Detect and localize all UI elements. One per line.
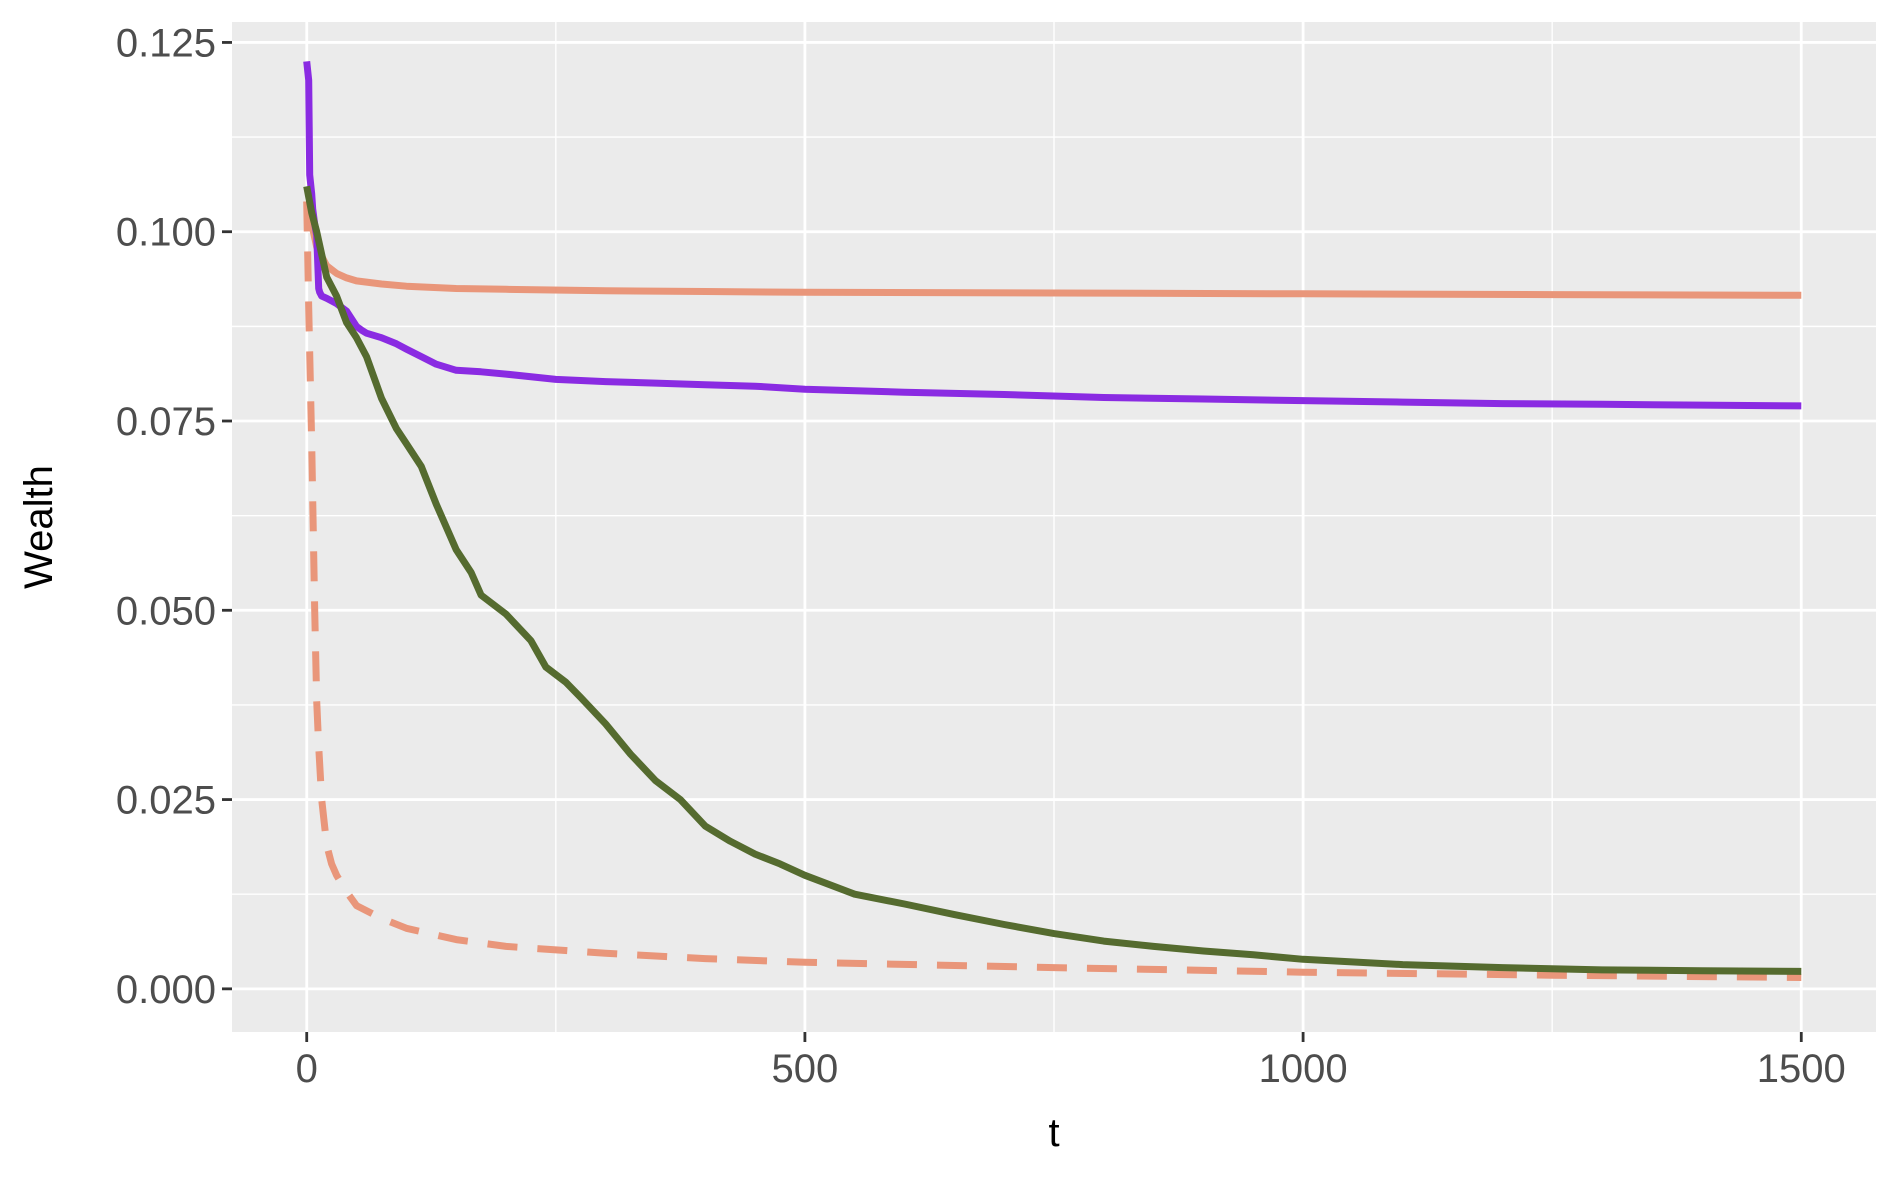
series-layer bbox=[303, 61, 1802, 981]
series-line-3 bbox=[303, 61, 1802, 410]
y-tick-label: 0.075 bbox=[116, 400, 216, 444]
x-tick-label: 1000 bbox=[1259, 1047, 1348, 1091]
y-axis-title: Wealth bbox=[17, 465, 61, 589]
y-tick-label: 0.025 bbox=[116, 779, 216, 823]
x-tick-label: 1500 bbox=[1757, 1047, 1846, 1091]
series-line-4 bbox=[303, 185, 1802, 975]
y-tick-label: 0.050 bbox=[116, 589, 216, 633]
minor-gridlines bbox=[232, 22, 1876, 1032]
x-axis: 0 500 1000 1500 bbox=[296, 1032, 1846, 1091]
y-axis: 0.000 0.025 0.050 0.075 0.100 0.125 bbox=[116, 21, 232, 1012]
y-tick-label: 0.125 bbox=[116, 21, 216, 65]
series-line-1 bbox=[303, 200, 1802, 299]
y-tick-label: 0.100 bbox=[116, 211, 216, 255]
y-tick-label: 0.000 bbox=[116, 968, 216, 1012]
series-line-2 bbox=[303, 201, 1802, 981]
x-axis-title: t bbox=[1048, 1111, 1059, 1155]
x-tick-label: 0 bbox=[296, 1047, 318, 1091]
x-tick-label: 500 bbox=[772, 1047, 839, 1091]
